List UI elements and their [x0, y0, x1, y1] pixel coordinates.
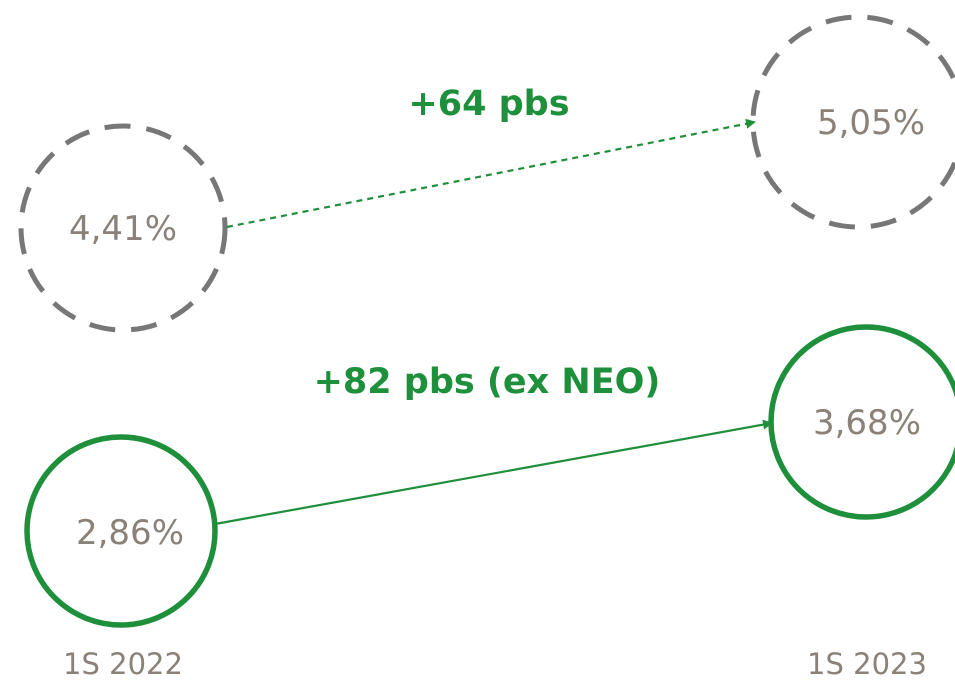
dashed-change-arrow: [226, 118, 756, 229]
start-value-top: 4,41%: [69, 209, 177, 249]
change-label-bottom: +82 pbs (ex NEO): [314, 362, 661, 402]
start-value-bottom: 2,86%: [76, 513, 184, 553]
end-value-bottom: 3,68%: [813, 403, 921, 443]
start-value-circle-bottom: [24, 434, 218, 628]
period-label-end: 1S 2023: [807, 647, 927, 681]
period-label-start: 1S 2022: [63, 647, 183, 681]
solid-change-arrow: [214, 419, 773, 526]
change-label-top: +64 pbs: [408, 84, 569, 124]
start-value-circle-top: [18, 123, 228, 333]
end-value-top: 5,05%: [817, 103, 925, 143]
